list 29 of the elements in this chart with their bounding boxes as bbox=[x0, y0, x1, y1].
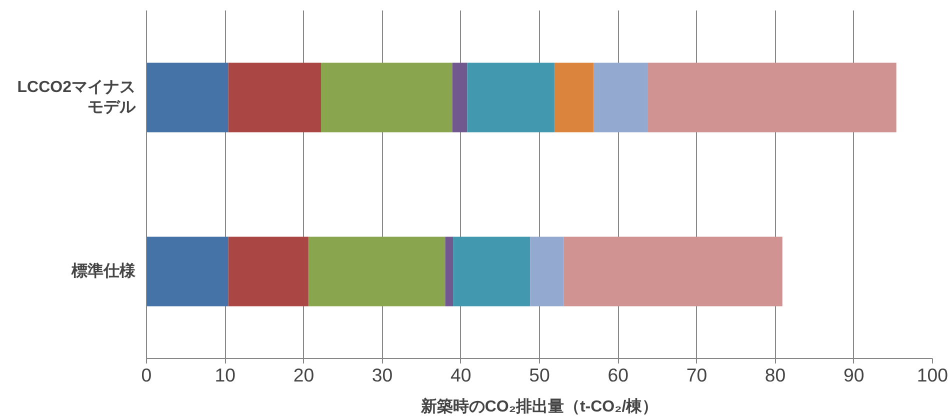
bar bbox=[564, 236, 782, 306]
bar bbox=[228, 62, 321, 132]
x-tick-label: 60 bbox=[608, 364, 628, 386]
x-axis-title: 新築時のCO₂排出量（t-CO₂/棟） bbox=[420, 398, 658, 416]
bar bbox=[554, 62, 594, 132]
x-tick-label: 70 bbox=[686, 364, 708, 386]
y-tick-label: 標準仕様 bbox=[70, 262, 136, 280]
bar bbox=[452, 62, 468, 132]
x-tick-label: 50 bbox=[529, 364, 550, 386]
bar bbox=[445, 236, 454, 306]
bar bbox=[530, 236, 564, 306]
bar bbox=[308, 236, 446, 306]
bar bbox=[146, 62, 228, 132]
bar bbox=[320, 62, 452, 132]
x-tick-label: 20 bbox=[293, 364, 314, 386]
x-tick-label: 80 bbox=[764, 364, 786, 386]
x-tick-label: 100 bbox=[916, 364, 948, 386]
bar bbox=[648, 62, 896, 132]
bar bbox=[594, 62, 648, 132]
y-tick-label: LCCO2マイナスモデル bbox=[17, 78, 136, 116]
bar bbox=[228, 236, 308, 306]
x-tick-label: 40 bbox=[450, 364, 472, 386]
x-tick-label: 10 bbox=[214, 364, 236, 386]
x-tick-label: 90 bbox=[844, 364, 864, 386]
bar bbox=[467, 62, 554, 132]
bar bbox=[453, 236, 530, 306]
x-tick-label: 0 bbox=[141, 364, 152, 386]
bar bbox=[146, 236, 228, 306]
x-tick-label: 30 bbox=[372, 364, 393, 386]
